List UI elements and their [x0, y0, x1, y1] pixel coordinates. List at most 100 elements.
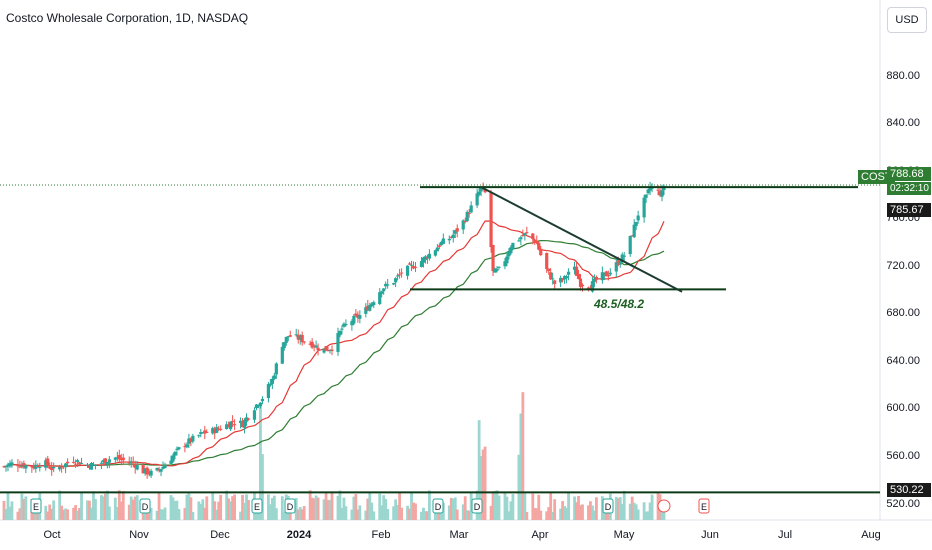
x-tick-label: Aug: [861, 529, 881, 541]
candle-body: [175, 448, 179, 450]
countdown-tag: 02:32:10: [887, 182, 931, 195]
candle-body: [511, 242, 515, 249]
candle-body: [46, 458, 50, 466]
candle-body: [477, 191, 481, 195]
volume-bar: [350, 509, 354, 520]
candle-body: [586, 287, 591, 289]
y-tick-label: 600.00: [886, 402, 920, 415]
candle-body: [489, 192, 493, 248]
candle-body: [274, 363, 278, 375]
volume-bar: [163, 507, 167, 520]
candle-body: [177, 447, 181, 450]
volume-bar: [453, 497, 457, 520]
candle-body: [386, 284, 390, 286]
volume-bar: [396, 504, 400, 520]
candle-body: [260, 398, 265, 402]
candle-body: [205, 431, 209, 433]
y-tick-label: 840.00: [886, 117, 920, 130]
volume-bar: [64, 508, 68, 520]
candle-body: [344, 324, 348, 326]
candle-body: [628, 235, 632, 255]
candle-body: [322, 348, 326, 353]
volume-bar: [161, 509, 165, 520]
candle-body: [449, 236, 453, 238]
currency-button[interactable]: USD: [887, 7, 927, 33]
candle-body: [590, 281, 595, 292]
candle-body: [435, 247, 439, 252]
volume-bar: [74, 505, 77, 520]
volume-bar: [489, 505, 493, 520]
volume-bar: [577, 495, 580, 520]
volume-bar: [477, 420, 481, 520]
candle-body: [24, 465, 28, 469]
y-tick-label: 640.00: [886, 354, 920, 367]
candle-body: [52, 467, 56, 469]
candle-body: [16, 464, 20, 467]
volume-bar: [352, 496, 356, 520]
volume-bar: [344, 506, 348, 520]
candle-body: [461, 220, 465, 230]
event-marker: [139, 498, 151, 514]
candle-body: [268, 383, 272, 386]
candle-body: [298, 336, 302, 340]
candle-body: [592, 278, 597, 282]
descending-trendline: [480, 186, 683, 293]
volume-bar: [420, 511, 423, 520]
event-marker-label: E: [33, 502, 39, 512]
candle-body: [551, 278, 555, 280]
candle-body: [338, 330, 342, 336]
candle-body: [564, 276, 569, 279]
candle-body: [578, 278, 583, 287]
candle-body: [225, 424, 229, 430]
volume-bar: [103, 493, 107, 520]
candle-body: [521, 234, 525, 237]
candle-body: [73, 463, 78, 465]
volume-bar: [368, 492, 372, 520]
volume-bar: [312, 498, 316, 520]
candle-body: [161, 466, 165, 469]
candle-body: [411, 266, 416, 269]
candle-body: [574, 266, 579, 276]
event-marker: [251, 498, 263, 514]
candle-body: [630, 235, 634, 237]
candle-body: [656, 189, 660, 191]
candle-body: [523, 233, 527, 236]
candle-body: [352, 315, 356, 324]
candle-body: [342, 323, 346, 327]
volume-bar: [523, 493, 527, 520]
candle-body: [87, 465, 92, 468]
candle-body: [509, 247, 513, 254]
volume-bar: [24, 496, 28, 520]
candle-body: [189, 438, 193, 442]
volume-bar: [628, 503, 632, 520]
candle-body: [89, 463, 94, 470]
candle-body: [101, 460, 105, 463]
candle-body: [240, 421, 245, 428]
volume-bar: [261, 454, 264, 520]
volume-bar: [117, 490, 121, 520]
symbol-tag: COST: [858, 170, 895, 184]
volume-bar: [531, 493, 535, 520]
volume-bar: [155, 510, 159, 520]
candle-body: [533, 239, 537, 244]
candle-body: [171, 455, 175, 462]
candle-body: [622, 255, 626, 257]
volume-bar: [217, 501, 221, 520]
candle-body: [594, 276, 599, 280]
volume-bar: [509, 501, 513, 520]
volume-bar: [90, 507, 93, 520]
candle-body: [600, 272, 604, 281]
volume-bar: [18, 508, 22, 520]
volume-bar: [497, 495, 501, 520]
volume-bar: [380, 505, 384, 520]
candle-body: [300, 334, 304, 343]
volume-bar: [467, 510, 471, 520]
volume-bar: [48, 504, 52, 520]
y-tick-label: 520.00: [886, 497, 920, 510]
volume-bar: [521, 392, 525, 520]
candle-body: [394, 278, 398, 283]
candle-body: [30, 465, 34, 468]
volume-bar: [479, 455, 483, 520]
candle-body: [60, 467, 64, 469]
